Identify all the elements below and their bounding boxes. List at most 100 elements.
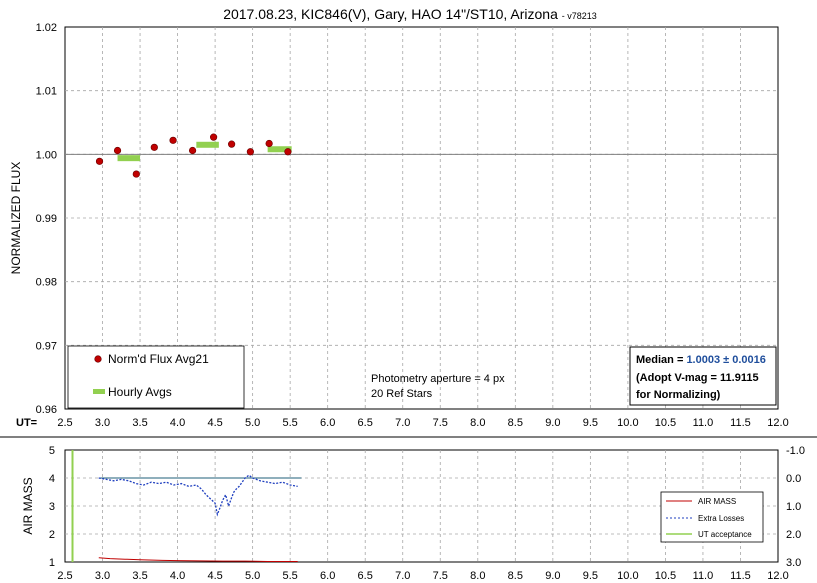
flux-point <box>246 148 254 156</box>
flux-x-tick-label: 7.0 <box>395 417 410 429</box>
airmass-x-tick-label: 5.0 <box>245 570 260 582</box>
flux-point <box>284 148 292 156</box>
airmass-x-tick-label: 9.0 <box>545 570 560 582</box>
flux-y-axis-label: NORMALIZED FLUX <box>9 162 23 275</box>
flux-legend: Norm'd Flux Avg21 Hourly Avgs <box>67 345 245 409</box>
airmass-x-tick-label: 5.5 <box>283 570 298 582</box>
chart-title: 2017.08.23, KIC846(V), Gary, HAO 14"/ST1… <box>223 6 597 22</box>
airmass-x-tick-label: 7.0 <box>395 570 410 582</box>
extra-loss-tick-label: 0.0 <box>786 473 801 485</box>
airmass-x-tick-label: 6.5 <box>358 570 373 582</box>
flux-x-tick-label: 2.5 <box>57 417 72 429</box>
airmass-legend-label: AIR MASS <box>698 497 736 506</box>
flux-x-tick-label: 9.0 <box>545 417 560 429</box>
flux-x-tick-label: 6.5 <box>358 417 373 429</box>
airmass-x-ticks: 2.5 3.0 3.5 4.0 4.5 5.0 5.5 6.0 6.5 7.0 7.5 8.0 8.5 9… <box>57 570 788 582</box>
x-axis-prefix: UT= <box>16 417 37 429</box>
airmass-y-tick-label: 3 <box>49 501 55 513</box>
airmass-x-tick-label: 7.5 <box>433 570 448 582</box>
airmass-plot: 5 4 3 2 1 -1.0 0.0 1.0 2.0 3.0 2.5 3.0 3.5 4.0 4.5 5.… <box>21 445 805 582</box>
flux-x-tick-label: 10.5 <box>655 417 676 429</box>
flux-y-tick-label: 1.02 <box>36 22 57 34</box>
extra-loss-tick-label: -1.0 <box>786 445 805 457</box>
flux-y-tick-label: 0.96 <box>36 404 57 416</box>
airmass-x-tick-label: 8.5 <box>508 570 523 582</box>
hourly-legend-marker <box>93 389 105 394</box>
flux-y-ticks: 1.02 1.01 1.00 0.99 0.98 0.97 0.96 <box>36 22 57 416</box>
flux-x-tick-label: 4.5 <box>207 417 222 429</box>
flux-legend-marker <box>94 355 102 363</box>
hourly-avg-bar <box>117 155 141 162</box>
flux-point <box>265 139 273 148</box>
flux-x-tick-label: 4.0 <box>170 417 185 429</box>
flux-x-tick-label: 8.0 <box>470 417 485 429</box>
extra-losses-legend-label: Extra Losses <box>698 514 744 523</box>
airmass-series-group <box>71 450 298 562</box>
flux-point <box>132 170 140 178</box>
flux-x-tick-label: 6.0 <box>320 417 335 429</box>
airmass-x-tick-label: 9.5 <box>583 570 598 582</box>
flux-point <box>169 136 177 144</box>
airmass-y-tick-label: 1 <box>49 557 55 569</box>
airmass-x-tick-label: 11.5 <box>730 570 751 582</box>
flux-y-tick-label: 0.99 <box>36 213 57 225</box>
airmass-x-tick-label: 10.0 <box>617 570 638 582</box>
adopt-vmag-line: (Adopt V-mag = 11.9115 <box>636 372 759 384</box>
flux-x-tick-label: 11.0 <box>693 417 714 429</box>
airmass-x-tick-label: 3.5 <box>132 570 147 582</box>
extra-loss-tick-label: 3.0 <box>786 557 801 569</box>
flux-point <box>228 140 236 148</box>
extra-loss-y-ticks: -1.0 0.0 1.0 2.0 3.0 <box>786 445 805 569</box>
airmass-x-tick-label: 4.5 <box>207 570 222 582</box>
extra-loss-tick-label: 1.0 <box>786 501 801 513</box>
flux-x-tick-label: 8.5 <box>508 417 523 429</box>
aperture-note: Photometry aperture = 4 px <box>371 373 505 385</box>
airmass-line <box>98 557 298 562</box>
airmass-x-tick-label: 12.0 <box>767 570 788 582</box>
flux-x-ticks: 2.5 3.0 3.5 4.0 4.5 5.0 5.5 6.0 6.5 7.0 7.5 8.0 8.5 9… <box>57 417 788 429</box>
extra-loss-tick-label: 2.0 <box>786 529 801 541</box>
flux-x-tick-label: 7.5 <box>433 417 448 429</box>
airmass-x-tick-label: 10.5 <box>655 570 676 582</box>
flux-x-tick-label: 5.0 <box>245 417 260 429</box>
airmass-x-tick-label: 6.0 <box>320 570 335 582</box>
airmass-x-tick-label: 11.0 <box>693 570 714 582</box>
airmass-y-ticks: 5 4 3 2 1 <box>49 445 55 569</box>
flux-x-tick-label: 3.5 <box>132 417 147 429</box>
flux-point <box>150 143 158 151</box>
flux-x-tick-label: 11.5 <box>730 417 751 429</box>
airmass-y-axis-label: AIR MASS <box>21 477 35 534</box>
flux-point <box>188 146 197 155</box>
flux-point <box>113 146 122 155</box>
airmass-x-tick-label: 3.0 <box>95 570 110 582</box>
extra-losses-line <box>98 474 298 517</box>
median-line: Median = 1.0003 ± 0.0016 <box>636 354 766 366</box>
median-box-frame <box>629 346 777 406</box>
flux-point <box>95 157 104 165</box>
median-box: Median = 1.0003 ± 0.0016 (Adopt V-mag = … <box>629 346 777 406</box>
hourly-legend-label: Hourly Avgs <box>108 385 172 399</box>
flux-x-tick-label: 3.0 <box>95 417 110 429</box>
flux-legend-label: Norm'd Flux Avg21 <box>108 352 209 366</box>
flux-y-tick-label: 0.98 <box>36 277 57 289</box>
ut-acceptance-legend-label: UT acceptance <box>698 530 752 539</box>
airmass-y-tick-label: 4 <box>49 473 55 485</box>
airmass-y-tick-label: 5 <box>49 445 55 457</box>
flux-series <box>95 133 292 178</box>
ref-stars-note: 20 Ref Stars <box>371 388 433 400</box>
airmass-x-tick-label: 8.0 <box>470 570 485 582</box>
hourly-avg-bar <box>267 146 292 153</box>
flux-x-tick-label: 5.5 <box>283 417 298 429</box>
normalizing-line: for Normalizing) <box>636 389 721 401</box>
flux-point <box>210 133 218 141</box>
airmass-plot-grid <box>65 450 778 562</box>
flux-x-tick-label: 10.0 <box>617 417 638 429</box>
flux-y-tick-label: 1.00 <box>36 149 57 161</box>
airmass-x-tick-label: 4.0 <box>170 570 185 582</box>
flux-x-tick-label: 9.5 <box>583 417 598 429</box>
hourly-avgs-series <box>117 141 292 162</box>
flux-plot: 1.02 1.01 1.00 0.99 0.98 0.97 0.96 2.5 3.0 3.5 4.… <box>9 22 789 429</box>
flux-y-tick-label: 0.97 <box>36 340 57 352</box>
airmass-legend: AIR MASS Extra Losses UT acceptance <box>660 491 764 543</box>
